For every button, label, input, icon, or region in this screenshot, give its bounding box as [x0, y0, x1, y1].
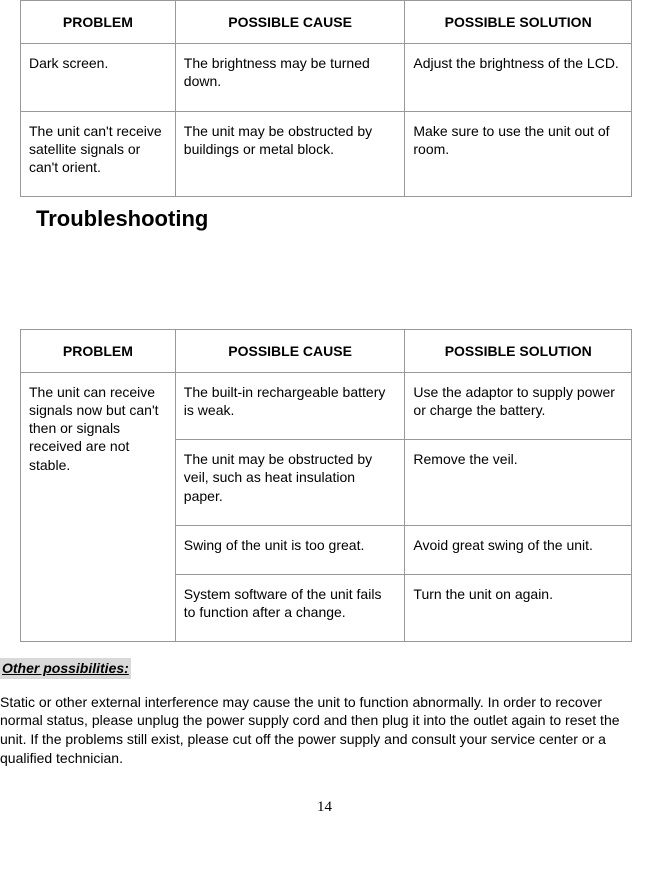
table-row: The unit can't receive satellite signals…	[21, 111, 632, 197]
cell-solution: Make sure to use the unit out of room.	[405, 111, 632, 197]
troubleshooting-heading: Troubleshooting	[36, 205, 649, 234]
cell-problem: The unit can't receive satellite signals…	[21, 111, 176, 197]
other-possibilities-section: Other possibilities: Static or other ext…	[0, 658, 649, 768]
other-possibilities-text: Static or other external interference ma…	[0, 693, 649, 769]
cell-cause: The unit may be obstructed by buildings …	[175, 111, 405, 197]
cell-solution: Turn the unit on again.	[405, 575, 632, 642]
page-container: PROBLEM POSSIBLE CAUSE POSSIBLE SOLUTION…	[0, 0, 649, 818]
cell-cause: The unit may be obstructed by veil, such…	[175, 440, 405, 526]
cell-problem: Dark screen.	[21, 44, 176, 111]
other-possibilities-title: Other possibilities:	[0, 658, 131, 678]
table-header-row: PROBLEM POSSIBLE CAUSE POSSIBLE SOLUTION	[21, 329, 632, 372]
header-cause: POSSIBLE CAUSE	[175, 329, 405, 372]
cell-cause: The built-in rechargeable battery is wea…	[175, 372, 405, 439]
table-row: Dark screen. The brightness may be turne…	[21, 44, 632, 111]
cell-solution: Adjust the brightness of the LCD.	[405, 44, 632, 111]
header-problem: PROBLEM	[21, 1, 176, 44]
header-solution: POSSIBLE SOLUTION	[405, 1, 632, 44]
cell-solution: Avoid great swing of the unit.	[405, 525, 632, 574]
page-number: 14	[0, 798, 649, 818]
troubleshooting-table-1: PROBLEM POSSIBLE CAUSE POSSIBLE SOLUTION…	[20, 0, 632, 197]
cell-problem: The unit can receive signals now but can…	[21, 372, 176, 642]
table-header-row: PROBLEM POSSIBLE CAUSE POSSIBLE SOLUTION	[21, 1, 632, 44]
cell-cause: Swing of the unit is too great.	[175, 525, 405, 574]
cell-cause: The brightness may be turned down.	[175, 44, 405, 111]
cell-solution: Use the adaptor to supply power or charg…	[405, 372, 632, 439]
cell-cause: System software of the unit fails to fun…	[175, 575, 405, 642]
header-cause: POSSIBLE CAUSE	[175, 1, 405, 44]
header-problem: PROBLEM	[21, 329, 176, 372]
header-solution: POSSIBLE SOLUTION	[405, 329, 632, 372]
spacer	[0, 234, 649, 329]
troubleshooting-table-2: PROBLEM POSSIBLE CAUSE POSSIBLE SOLUTION…	[20, 329, 632, 643]
table-row: The unit can receive signals now but can…	[21, 372, 632, 439]
cell-solution: Remove the veil.	[405, 440, 632, 526]
